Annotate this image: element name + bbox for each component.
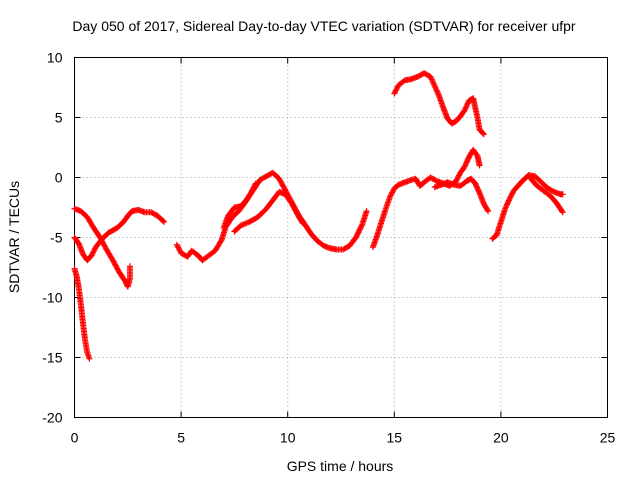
- y-tick-label: 0: [55, 170, 63, 186]
- data-point: [502, 204, 509, 211]
- data-point: [505, 198, 512, 205]
- data-point: [464, 100, 471, 107]
- data-point: [427, 73, 434, 80]
- data-point: [474, 185, 481, 192]
- data-point: [431, 83, 438, 90]
- x-axis-label: GPS time / hours: [287, 458, 394, 474]
- data-point: [484, 206, 491, 213]
- data-point: [430, 80, 437, 87]
- data-point: [429, 79, 436, 86]
- data-point: [474, 184, 481, 191]
- data-point: [356, 227, 363, 234]
- data-point: [503, 201, 510, 208]
- data-point: [217, 238, 224, 245]
- x-tick-label: 0: [71, 430, 79, 446]
- series-8: [431, 175, 492, 215]
- data-point: [428, 75, 435, 82]
- data-point: [433, 86, 440, 93]
- x-tick-label: 10: [280, 430, 296, 446]
- data-point: [461, 107, 468, 114]
- data-point: [358, 222, 365, 229]
- data-point: [463, 103, 470, 110]
- data-point: [355, 229, 362, 236]
- y-axis-label: SDTVAR / TECUs: [6, 181, 22, 293]
- data-point: [462, 105, 469, 112]
- chart-title: Day 050 of 2017, Sidereal Day-to-day VTE…: [72, 18, 576, 34]
- series-0: [71, 265, 93, 362]
- x-tick-label: 15: [387, 430, 403, 446]
- data-point: [299, 220, 306, 227]
- series-9: [489, 172, 566, 242]
- data-point: [363, 208, 370, 215]
- data-point: [485, 208, 492, 215]
- data-point: [480, 131, 487, 138]
- data-point: [464, 101, 471, 108]
- data-point: [462, 160, 469, 167]
- y-tick-label: -20: [42, 410, 62, 426]
- axis-ticks: 0 5 10 15 20 25 -20 -15 -10 -5 0 5 10: [42, 50, 615, 446]
- y-tick-label: -5: [50, 230, 63, 246]
- data-points: [71, 70, 566, 362]
- data-point: [352, 234, 359, 241]
- data-point: [356, 226, 363, 233]
- data-point: [504, 200, 511, 207]
- data-point: [357, 225, 364, 232]
- series-5: [231, 188, 306, 235]
- data-point: [502, 205, 509, 212]
- data-point: [558, 208, 565, 215]
- data-point: [559, 209, 566, 216]
- data-point: [462, 162, 469, 169]
- data-point: [354, 231, 361, 238]
- data-point: [434, 88, 441, 95]
- series-2: [71, 205, 133, 290]
- data-point: [475, 188, 482, 195]
- data-point: [479, 130, 486, 137]
- y-tick-label: -15: [42, 350, 62, 366]
- data-point: [432, 84, 439, 91]
- data-point: [505, 197, 512, 204]
- data-point: [475, 187, 482, 194]
- data-point: [298, 218, 305, 225]
- data-point: [464, 156, 471, 163]
- data-point: [559, 191, 566, 198]
- y-tick-label: 5: [55, 110, 63, 126]
- data-point: [472, 180, 479, 187]
- series-6: [369, 146, 483, 251]
- y-tick-label: -10: [42, 290, 62, 306]
- data-point: [429, 77, 436, 84]
- data-point: [433, 87, 440, 94]
- grid: [74, 57, 608, 418]
- data-point: [463, 159, 470, 166]
- data-point: [473, 183, 480, 190]
- x-tick-label: 25: [600, 430, 616, 446]
- series-7: [391, 70, 487, 138]
- x-tick-label: 5: [177, 430, 185, 446]
- plot-frame: [74, 57, 608, 418]
- data-point: [353, 233, 360, 240]
- data-point: [428, 76, 435, 83]
- x-tick-label: 20: [493, 430, 509, 446]
- data-point: [462, 104, 469, 111]
- data-point: [159, 217, 166, 224]
- data-point: [86, 355, 93, 362]
- data-point: [431, 81, 438, 88]
- data-point: [354, 230, 361, 237]
- data-point: [476, 162, 483, 169]
- series-10: [527, 175, 566, 216]
- data-point: [461, 163, 468, 170]
- data-point: [126, 263, 133, 270]
- data-point: [161, 218, 168, 225]
- data-point: [503, 202, 510, 209]
- data-point: [435, 91, 442, 98]
- data-point: [472, 181, 479, 188]
- data-point: [464, 158, 471, 165]
- y-tick-label: 10: [47, 50, 63, 66]
- data-point: [434, 90, 441, 97]
- series-4: [220, 169, 370, 253]
- data-point: [358, 223, 365, 230]
